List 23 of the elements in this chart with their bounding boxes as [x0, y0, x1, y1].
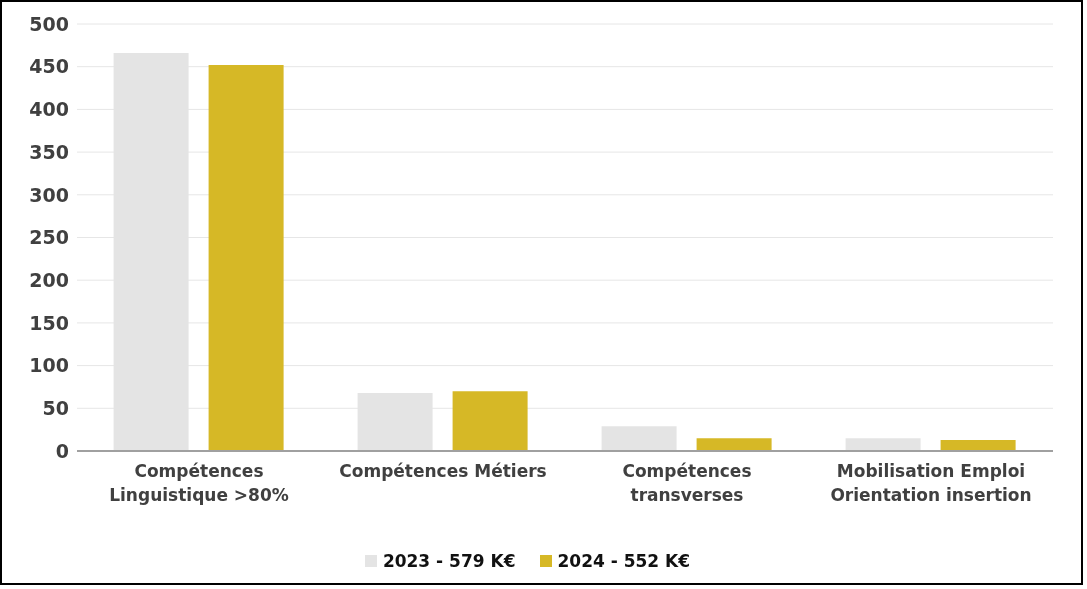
y-tick-label: 100	[29, 354, 69, 377]
x-tick-label: Compétences transverses	[622, 461, 752, 505]
y-tick-label: 200	[29, 268, 69, 291]
y-tick-label: 50	[42, 397, 69, 420]
x-tick-label: Mobilisation Emploi Orientation insertion	[830, 461, 1032, 505]
y-tick-label: 300	[29, 183, 69, 206]
y-tick-label: 0	[55, 439, 69, 462]
x-tick-label: Compétences Linguistique >80%	[109, 461, 289, 505]
bar	[208, 64, 284, 451]
y-tick-label: 250	[29, 226, 69, 249]
bar	[452, 391, 528, 451]
x-tick-label: Compétences Métiers	[339, 461, 547, 481]
y-tick-label: 500	[29, 12, 69, 35]
y-tick-label: 150	[29, 311, 69, 334]
y-tick-label: 350	[29, 140, 69, 163]
y-tick-label: 450	[29, 55, 69, 78]
legend-label: 2024 - 552 K€	[556, 551, 691, 571]
bar	[845, 438, 921, 451]
bar	[696, 438, 772, 451]
bar	[601, 426, 677, 451]
legend-label: 2023 - 579 K€	[381, 551, 516, 571]
bar	[940, 439, 1016, 451]
y-tick-label: 400	[29, 98, 69, 121]
